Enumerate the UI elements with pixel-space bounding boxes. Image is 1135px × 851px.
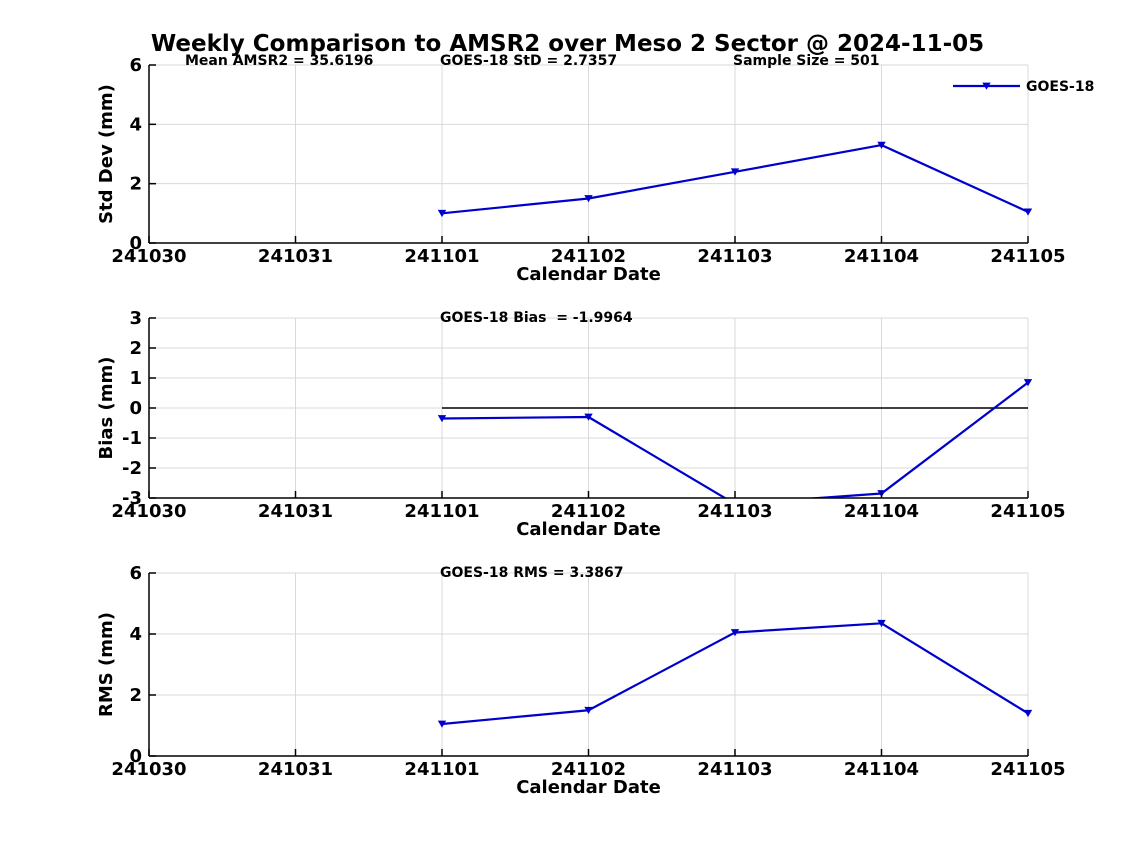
x-tick-label: 241101 xyxy=(404,501,479,522)
y-tick-label: 6 xyxy=(129,55,142,76)
data-point-marker xyxy=(1023,208,1033,216)
x-tick-label: 241031 xyxy=(258,501,333,522)
data-point-marker xyxy=(584,195,593,203)
y-tick-label: 2 xyxy=(129,174,142,195)
x-tick-label: 241103 xyxy=(697,759,772,780)
x-tick-label: 241031 xyxy=(258,246,333,267)
legend-label: GOES-18 xyxy=(1026,79,1094,95)
y-tick-label: 2 xyxy=(129,338,142,359)
x-tick-label: 241102 xyxy=(551,759,626,780)
data-point-marker xyxy=(437,720,447,728)
y-tick-label: 0 xyxy=(129,398,142,419)
x-tick-label: 241104 xyxy=(844,246,919,267)
data-point-marker xyxy=(437,209,447,218)
x-tick-label: 241102 xyxy=(551,246,626,267)
x-tick-label: 241030 xyxy=(111,759,186,780)
y-axis-label: Std Dev (mm) xyxy=(96,84,117,224)
y-tick-label: 3 xyxy=(129,308,142,329)
y-tick-label: -3 xyxy=(122,488,142,509)
chart-1: 241030 241031 241101 241102 241103 241104 2411… xyxy=(96,308,1066,540)
y-tick-label: 2 xyxy=(129,685,142,706)
data-point-marker xyxy=(730,629,740,637)
y-tick-label: 0 xyxy=(129,746,142,767)
x-tick-label: 241030 xyxy=(111,501,186,522)
legend-marker xyxy=(982,82,991,90)
annotation: Mean AMSR2 = 35.6196 xyxy=(185,53,373,69)
y-tick-label: -2 xyxy=(122,458,142,479)
x-axis-label: Calendar Date xyxy=(516,777,661,798)
y-tick-label: 6 xyxy=(129,563,142,584)
annotation: GOES-18 RMS = 3.3867 xyxy=(440,565,624,581)
x-tick-label: 241104 xyxy=(844,501,919,522)
chart-0: 241030 241031 241101 241102 241103 241104 2411… xyxy=(96,53,1094,285)
y-axis-label: Bias (mm) xyxy=(96,357,117,460)
x-axis-label: Calendar Date xyxy=(516,264,661,285)
x-tick-label: 241102 xyxy=(551,501,626,522)
y-tick-label: 4 xyxy=(129,114,142,135)
data-point-marker xyxy=(437,415,447,423)
x-axis-label: Calendar Date xyxy=(516,519,661,540)
data-point-marker xyxy=(730,168,740,176)
data-point-marker xyxy=(877,141,886,149)
x-tick-label: 241103 xyxy=(697,501,772,522)
x-tick-label: 241105 xyxy=(990,759,1065,780)
annotation: Sample Size = 501 xyxy=(733,53,880,69)
data-line xyxy=(440,381,1030,498)
x-tick-label: 241030 xyxy=(111,246,186,267)
annotation: GOES-18 StD = 2.7357 xyxy=(440,53,617,69)
data-point-marker xyxy=(584,706,593,715)
legend: GOES-18 xyxy=(953,79,1094,95)
x-tick-label: 241103 xyxy=(697,246,772,267)
x-tick-label: 241101 xyxy=(404,246,479,267)
figure-title: Weekly Comparison to AMSR2 over Meso 2 S… xyxy=(150,31,985,57)
y-tick-label: 1 xyxy=(129,368,142,389)
x-tick-label: 241101 xyxy=(404,759,479,780)
y-axis-label: RMS (mm) xyxy=(96,612,117,717)
data-point-marker xyxy=(1023,709,1033,718)
y-tick-label: -1 xyxy=(122,428,142,449)
data-group xyxy=(437,141,1033,218)
data-group xyxy=(437,619,1033,728)
x-tick-label: 241104 xyxy=(844,759,919,780)
data-point-marker xyxy=(1023,379,1033,387)
y-tick-label: 0 xyxy=(129,233,142,254)
data-point-marker xyxy=(584,413,593,421)
x-tick-label: 241105 xyxy=(990,501,1065,522)
chart-2: 241030 241031 241101 241102 241103 241104 2411… xyxy=(96,563,1066,798)
data-point-marker xyxy=(877,619,886,628)
annotation: GOES-18 Bias = -1.9964 xyxy=(440,310,633,326)
y-tick-label: 4 xyxy=(129,624,142,645)
x-tick-label: 241105 xyxy=(990,246,1065,267)
x-tick-label: 241031 xyxy=(258,759,333,780)
